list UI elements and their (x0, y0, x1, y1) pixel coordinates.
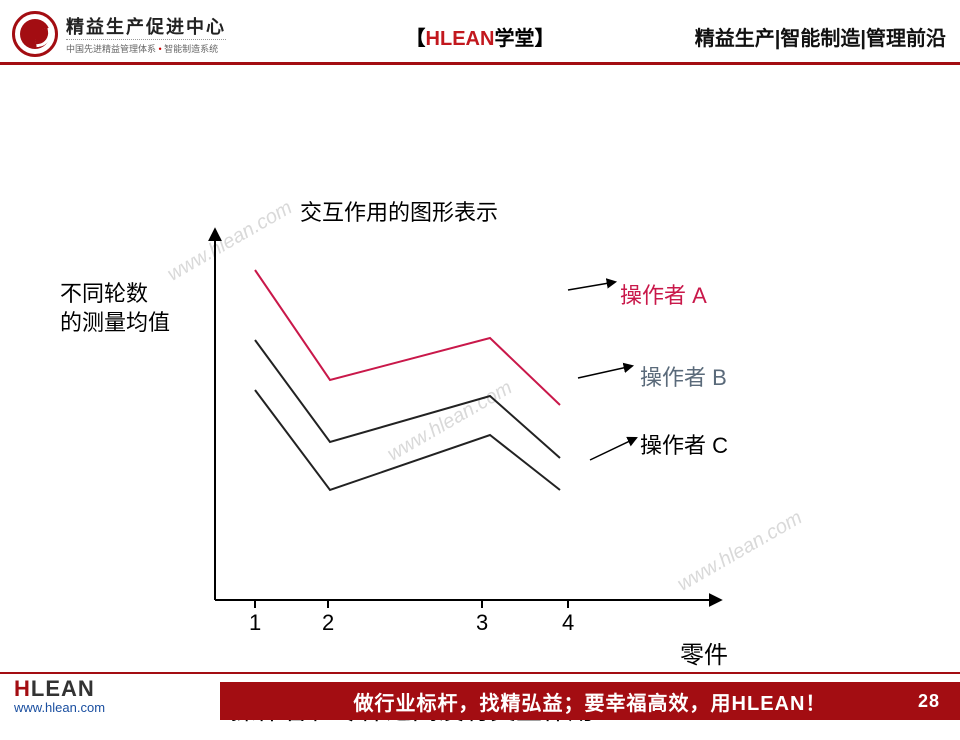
logo-icon (12, 11, 58, 57)
footer-logo: HLEAN (14, 676, 95, 702)
logo-title: 精益生产促进中心 (66, 13, 226, 39)
x-tick-label: 2 (322, 610, 334, 636)
footer-slogan: 做行业标杆，找精弘益；要幸福高效，用HLEAN！ (354, 687, 827, 716)
chart-svg (0, 80, 960, 740)
header-divider (0, 62, 960, 65)
logo-block: 精益生产促进中心 中国先进精益管理体系 • 智能制造系统 (12, 11, 226, 57)
legend-operator-b: 操作者 B (640, 360, 727, 392)
chart-area: www.hlean.com www.hlean.com www.hlean.co… (0, 80, 960, 660)
series-line-C (255, 390, 560, 490)
legend-operator-c: 操作者 C (640, 428, 728, 460)
footer-slogan-bar: 做行业标杆，找精弘益；要幸福高效，用HLEAN！ 28 (220, 682, 960, 720)
header-right-text: 精益生产|智能制造|管理前沿 (695, 22, 946, 51)
x-axis-label: 零件 (680, 635, 728, 670)
series-line-B (255, 340, 560, 458)
chart-title: 交互作用的图形表示 (300, 195, 498, 227)
header-center-title: 【HLEAN学堂】 (406, 22, 555, 51)
y-axis-label: 不同轮数的测量均值 (60, 280, 170, 337)
footer-divider (0, 672, 960, 674)
x-tick-label: 4 (562, 610, 574, 636)
x-tick-label: 1 (249, 610, 261, 636)
legend-operator-a: 操作者 A (620, 278, 707, 310)
series-line-A (255, 270, 560, 405)
footer-url: www.hlean.com (14, 700, 105, 715)
footer: HLEAN www.hlean.com 做行业标杆，找精弘益；要幸福高效，用HL… (0, 672, 960, 720)
page-number: 28 (918, 691, 940, 712)
logo-subtitle: 中国先进精益管理体系 • 智能制造系统 (66, 39, 226, 55)
x-tick-label: 3 (476, 610, 488, 636)
header: 精益生产促进中心 中国先进精益管理体系 • 智能制造系统 【HLEAN学堂】 精… (0, 0, 960, 62)
